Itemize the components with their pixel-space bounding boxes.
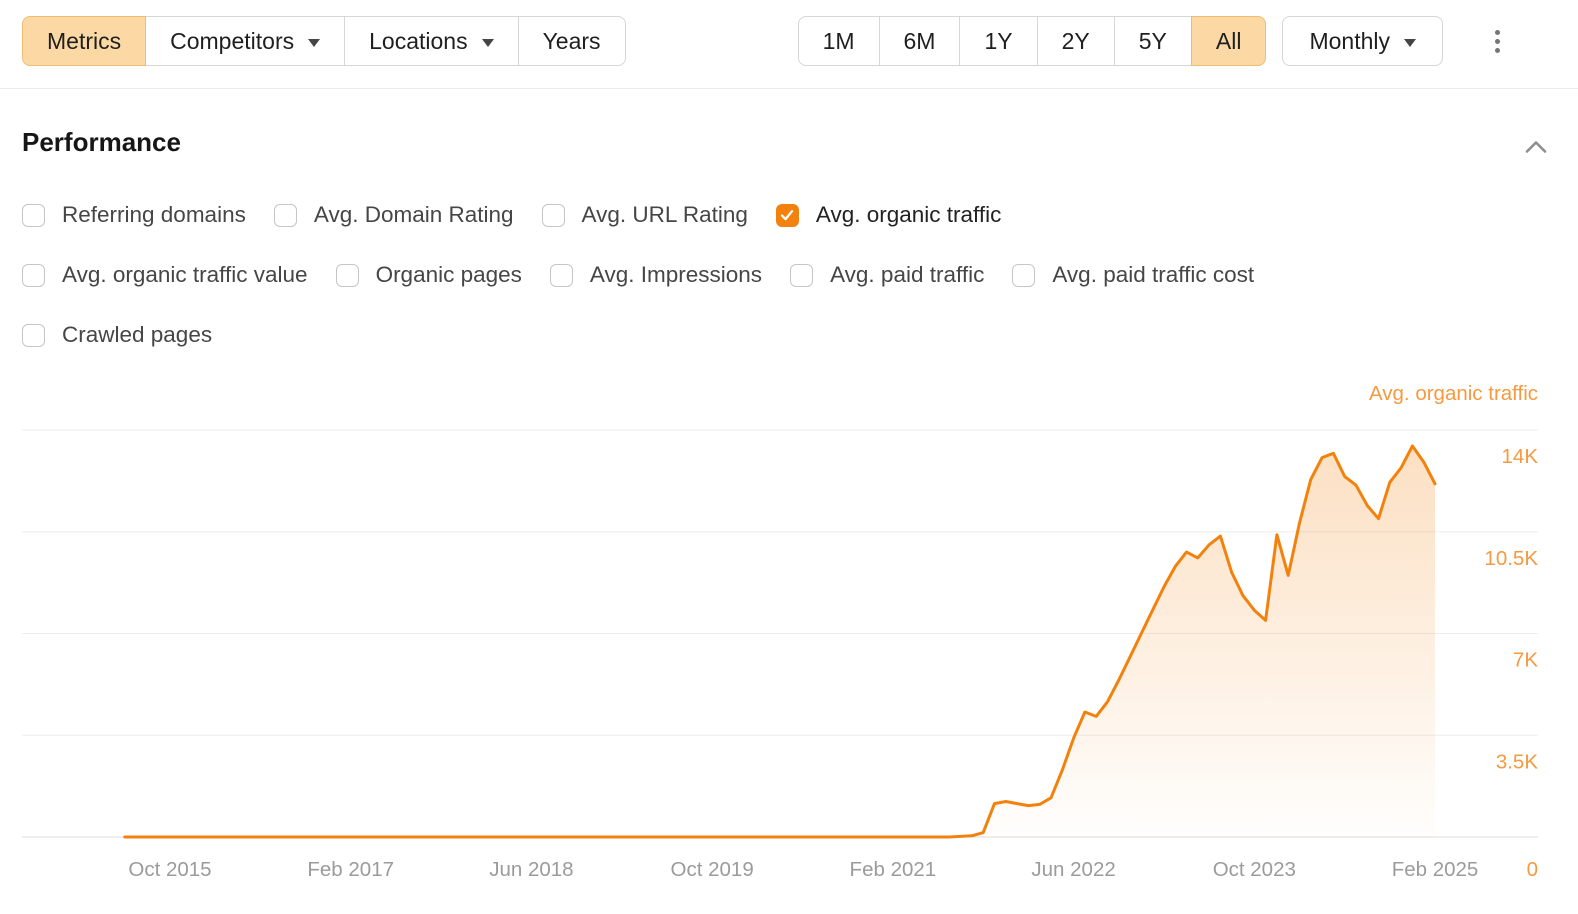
metric-checkbox-organic-pages[interactable]: Organic pages bbox=[335, 262, 522, 288]
metric-label: Avg. paid traffic cost bbox=[1052, 262, 1255, 287]
metric-checkbox-avg-paid-traffic[interactable]: Avg. paid traffic bbox=[790, 262, 984, 288]
section-title: Performance bbox=[22, 127, 181, 157]
chevron-down-icon bbox=[1404, 38, 1416, 47]
y-tick-label: 3.5K bbox=[1496, 750, 1538, 773]
x-tick-label: Oct 2019 bbox=[671, 858, 754, 881]
x-tick-label: Oct 2015 bbox=[128, 858, 211, 881]
view-switcher: Metrics Competitors Locations Years bbox=[22, 16, 626, 66]
metric-label: Avg. paid traffic bbox=[830, 262, 985, 287]
metric-rows: Referring domains Avg. Domain Rating Avg. … bbox=[22, 202, 1556, 382]
checkbox-unchecked-icon bbox=[1012, 263, 1036, 287]
checkbox-checked-icon bbox=[775, 203, 799, 227]
y-tick-label: 0 bbox=[1527, 858, 1538, 881]
checkbox-unchecked-icon bbox=[541, 203, 565, 227]
metric-row: Avg. organic traffic value Organic pages A… bbox=[22, 262, 1556, 288]
traffic-line bbox=[123, 444, 1437, 839]
y-tick-label: 14K bbox=[1502, 445, 1539, 468]
metric-label: Avg. URL Rating bbox=[581, 202, 748, 227]
metric-label: Avg. organic traffic value bbox=[62, 262, 308, 287]
x-tick-label: Oct 2023 bbox=[1213, 858, 1296, 881]
chevron-up-icon bbox=[1525, 141, 1547, 153]
granularity-label: Monthly bbox=[1309, 27, 1390, 54]
metric-label: Crawled pages bbox=[62, 322, 213, 347]
toolbar-divider bbox=[0, 88, 1578, 89]
traffic-chart-svg[interactable]: 14K 10.5K 7K 3.5K 0 Oct 2015 Feb 2017 Jun 2018 O… bbox=[0, 380, 1578, 914]
metric-checkbox-avg-organic-traffic-value[interactable]: Avg. organic traffic value bbox=[22, 262, 308, 288]
period-tab-1y[interactable]: 1Y bbox=[959, 16, 1038, 66]
metric-label: Organic pages bbox=[375, 262, 522, 287]
metric-checkbox-avg-domain-rating[interactable]: Avg. Domain Rating bbox=[273, 202, 514, 228]
toolbar: Metrics Competitors Locations Years 1M 6M 1Y 2… bbox=[22, 16, 1506, 66]
x-tick-label: Feb 2025 bbox=[1392, 858, 1479, 881]
x-tick-label: Feb 2021 bbox=[850, 858, 937, 881]
button-label: 5Y bbox=[1138, 27, 1167, 54]
view-tab-metrics[interactable]: Metrics bbox=[22, 16, 147, 66]
metric-label: Avg. Domain Rating bbox=[313, 202, 514, 227]
view-tab-competitors[interactable]: Competitors bbox=[145, 16, 346, 66]
period-tab-2y[interactable]: 2Y bbox=[1036, 16, 1115, 66]
checkbox-unchecked-icon bbox=[22, 263, 45, 287]
collapse-section-button[interactable] bbox=[1520, 136, 1552, 163]
metric-checkbox-avg-paid-traffic-cost[interactable]: Avg. paid traffic cost bbox=[1012, 262, 1254, 288]
metric-label: Referring domains bbox=[62, 202, 246, 227]
period-switcher: 1M 6M 1Y 2Y 5Y All bbox=[797, 16, 1267, 66]
checkbox-unchecked-icon bbox=[549, 263, 573, 287]
chevron-down-icon bbox=[308, 38, 321, 47]
period-tab-all[interactable]: All bbox=[1190, 16, 1267, 66]
metric-label: Avg. Impressions bbox=[589, 262, 763, 287]
traffic-area-fill bbox=[124, 446, 1435, 837]
metric-checkbox-referring-domains[interactable]: Referring domains bbox=[22, 202, 246, 228]
checkbox-unchecked-icon bbox=[273, 203, 297, 227]
button-label: Locations bbox=[369, 27, 468, 54]
period-tab-6m[interactable]: 6M bbox=[878, 16, 961, 66]
toolbar-right: 1M 6M 1Y 2Y 5Y All Monthly bbox=[797, 16, 1506, 66]
checkbox-unchecked-icon bbox=[22, 203, 45, 227]
x-tick-label: Jun 2018 bbox=[489, 858, 573, 881]
button-label: All bbox=[1215, 27, 1242, 54]
chevron-down-icon bbox=[481, 38, 494, 47]
metric-row: Referring domains Avg. Domain Rating Avg. … bbox=[22, 202, 1556, 228]
period-tab-1m[interactable]: 1M bbox=[797, 16, 880, 66]
y-tick-label: 7K bbox=[1513, 649, 1538, 672]
metric-checkbox-crawled-pages[interactable]: Crawled pages bbox=[22, 322, 212, 348]
button-label: 6M bbox=[903, 27, 936, 54]
kebab-menu-icon[interactable] bbox=[1489, 24, 1506, 59]
view-tab-years[interactable]: Years bbox=[517, 16, 626, 66]
button-label: 1M bbox=[822, 27, 855, 54]
metric-checkbox-avg-organic-traffic[interactable]: Avg. organic traffic bbox=[775, 202, 1002, 228]
metric-checkbox-avg-impressions[interactable]: Avg. Impressions bbox=[549, 262, 763, 288]
view-tab-locations[interactable]: Locations bbox=[344, 16, 519, 66]
button-label: Metrics bbox=[47, 27, 122, 54]
checkbox-unchecked-icon bbox=[790, 263, 814, 287]
period-tab-5y[interactable]: 5Y bbox=[1113, 16, 1192, 66]
button-label: Years bbox=[542, 27, 601, 54]
metric-row: Crawled pages bbox=[22, 322, 1556, 348]
checkbox-unchecked-icon bbox=[22, 323, 45, 347]
metric-label: Avg. organic traffic bbox=[815, 202, 1002, 227]
granularity-select[interactable]: Monthly bbox=[1282, 16, 1443, 66]
toolbar-left: Metrics Competitors Locations Years bbox=[22, 16, 626, 66]
checkbox-unchecked-icon bbox=[335, 263, 359, 287]
metric-checkbox-avg-url-rating[interactable]: Avg. URL Rating bbox=[541, 202, 748, 228]
x-tick-label: Feb 2017 bbox=[307, 858, 394, 881]
x-tick-label: Jun 2022 bbox=[1031, 858, 1115, 881]
y-tick-label: 10.5K bbox=[1484, 547, 1538, 570]
button-label: 2Y bbox=[1061, 27, 1090, 54]
chart-legend-label: Avg. organic traffic bbox=[1368, 382, 1538, 405]
button-label: 1Y bbox=[984, 27, 1013, 54]
button-label: Competitors bbox=[170, 27, 295, 54]
